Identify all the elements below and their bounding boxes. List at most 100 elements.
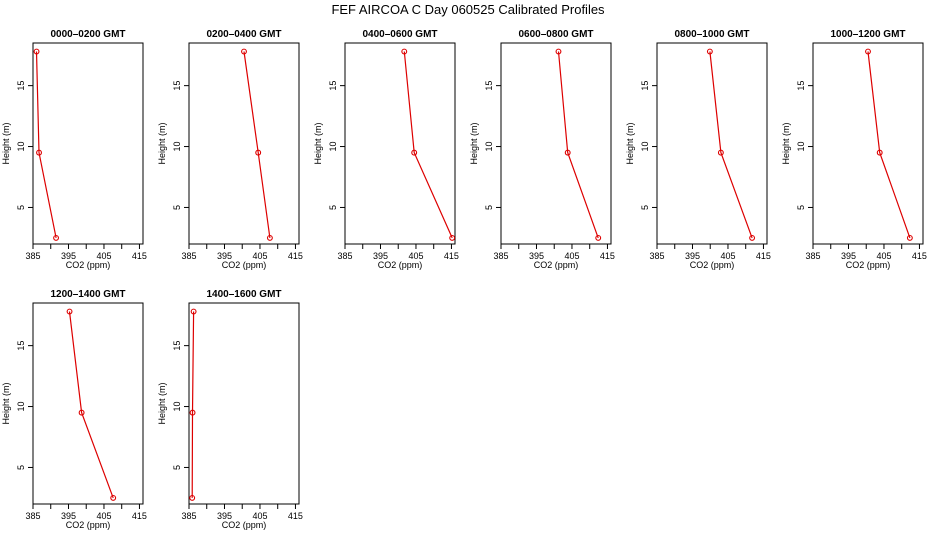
profile-point [189,409,196,416]
x-axis-label: CO2 (ppm) [222,520,267,530]
x-axis-label: CO2 (ppm) [66,520,111,530]
profile-point [564,149,571,156]
y-axis-label: Height (m) [313,122,323,164]
x-axis-label: CO2 (ppm) [534,260,579,270]
panel-title: 0200–0400 GMT [206,29,281,40]
plot-frame [656,42,768,245]
x-tick-label: 385 [25,511,40,521]
panel-title: 1000–1200 GMT [830,29,905,40]
panel-6: 1000–1200 GMT 385 395 405 415 5 10 15 CO2 (ppm) H… [781,29,927,270]
profile-point [717,149,724,156]
profile-point [36,149,42,156]
y-tick-label: 10 [640,142,650,152]
panel-2: 0200–0400 GMT 385 395 405 415 5 10 15 CO2 (ppm) H… [157,29,303,270]
y-tick-label: 10 [16,142,26,152]
y-tick-label: 15 [484,81,494,91]
x-tick-label: 395 [217,251,232,261]
x-tick-label: 395 [685,251,700,261]
figure-title: FEF AIRCOA C Day 060525 Calibrated Profi… [331,2,605,17]
x-tick-label: 415 [288,511,303,521]
x-tick-label: 385 [181,251,196,261]
y-axis-label: Height (m) [625,122,635,164]
panel-title: 0800–1000 GMT [674,29,749,40]
y-tick-label: 5 [484,205,494,210]
y-tick-label: 5 [328,205,338,210]
x-tick-label: 385 [181,511,196,521]
profile-point [33,48,40,55]
plot-frame [32,302,144,505]
x-tick-label: 415 [132,511,147,521]
plot-frame [188,42,300,245]
profile-point [110,494,117,501]
panel-title: 0600–0800 GMT [518,29,593,40]
y-tick-label: 5 [640,205,650,210]
y-axis-label: Height (m) [781,122,791,164]
profile-point [555,48,562,55]
x-tick-label: 405 [96,511,111,521]
profile-point [78,409,85,416]
x-tick-label: 385 [649,251,664,261]
profile-point [190,308,197,315]
y-tick-label: 15 [328,81,338,91]
x-tick-label: 395 [61,251,76,261]
y-axis-label: Height (m) [1,122,11,164]
profile-line [68,311,114,499]
profile-line [557,51,599,239]
plot-frame [32,42,144,245]
panel-7: 1200–1400 GMT 385 395 405 415 5 10 15 CO2 (ppm) H… [1,289,147,530]
y-axis-label: Height (m) [469,122,479,164]
x-axis-label: CO2 (ppm) [66,260,111,270]
x-tick-label: 415 [912,251,927,261]
profile-line [403,51,453,239]
profile-line [867,51,911,239]
panel-title: 1200–1400 GMT [50,289,125,300]
y-tick-label: 15 [16,81,26,91]
profile-line [243,51,271,238]
y-tick-label: 5 [172,465,182,470]
x-tick-label: 415 [600,251,615,261]
y-tick-label: 15 [172,81,182,91]
profile-point [241,48,247,55]
y-tick-label: 10 [328,142,338,152]
y-tick-label: 15 [640,81,650,91]
x-tick-label: 415 [288,251,303,261]
panel-title: 1400–1600 GMT [206,289,281,300]
panel-8: 1400–1600 GMT 385 395 405 415 5 10 15 CO2 (ppm) H… [157,289,303,530]
profile-line [709,51,753,239]
x-axis-label: CO2 (ppm) [846,260,891,270]
profile-point [749,234,756,241]
profile-point [255,149,262,156]
x-tick-label: 385 [493,251,508,261]
profile-point [266,234,273,241]
plot-frame [344,42,456,245]
profile-point [401,48,408,55]
profile-point [595,234,602,241]
y-tick-label: 5 [796,205,806,210]
x-tick-label: 415 [444,251,459,261]
profile-point [706,48,713,55]
x-axis-label: CO2 (ppm) [690,260,735,270]
x-tick-label: 395 [61,511,76,521]
profile-point [876,149,883,156]
y-axis-label: Height (m) [157,382,167,424]
panel-4: 0600–0800 GMT 385 395 405 415 5 10 15 CO2 (ppm) H… [469,29,615,270]
x-tick-label: 385 [805,251,820,261]
x-tick-label: 415 [756,251,771,261]
profile-point [66,308,73,315]
x-tick-label: 405 [252,251,267,261]
panel-3: 0400–0600 GMT 385 395 405 415 5 10 15 CO2 (ppm) H… [313,29,459,270]
x-axis-label: CO2 (ppm) [222,260,267,270]
profile-point [189,494,196,501]
panel-title: 0000–0200 GMT [50,29,125,40]
panel-grid: 0000–0200 GMT 385 395 405 415 5 10 15 CO2 (ppm) H… [1,29,927,530]
profile-point [865,48,871,55]
y-axis-label: Height (m) [157,122,167,164]
x-tick-label: 395 [841,251,856,261]
x-tick-label: 405 [876,251,891,261]
profile-point [411,149,418,156]
y-tick-label: 5 [16,205,26,210]
x-tick-label: 395 [217,511,232,521]
y-tick-label: 15 [16,341,26,351]
y-tick-label: 5 [172,205,182,210]
